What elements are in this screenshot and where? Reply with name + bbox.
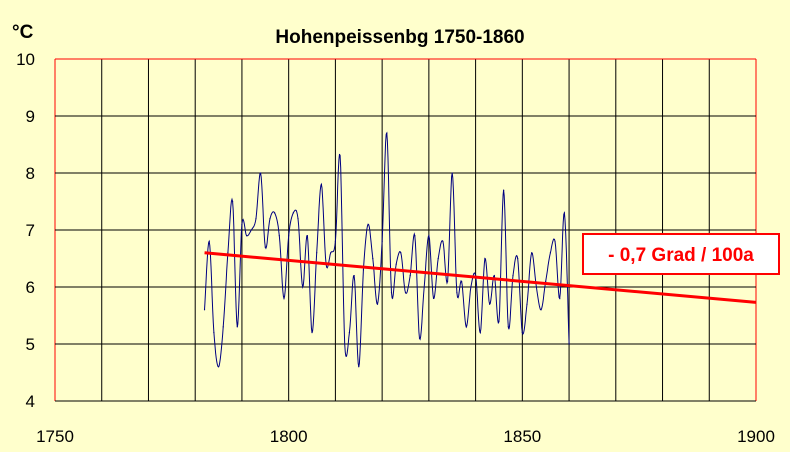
data-point bbox=[400, 252, 402, 254]
data-point bbox=[367, 223, 369, 225]
data-point bbox=[213, 332, 215, 334]
data-point bbox=[512, 275, 514, 277]
data-point bbox=[227, 252, 229, 254]
data-point bbox=[292, 212, 294, 214]
data-point bbox=[306, 235, 308, 237]
x-tick-label: 1850 bbox=[503, 427, 541, 446]
y-tick-label: 7 bbox=[26, 221, 35, 240]
data-point bbox=[390, 292, 393, 294]
data-point bbox=[203, 309, 206, 311]
trend-line bbox=[204, 251, 757, 304]
y-tick-label: 9 bbox=[26, 107, 35, 126]
data-point bbox=[260, 172, 262, 174]
data-point bbox=[442, 240, 444, 242]
data-point bbox=[288, 235, 290, 237]
trend-annotation-box bbox=[582, 233, 780, 275]
data-point bbox=[283, 297, 285, 299]
data-point bbox=[376, 303, 379, 305]
data-point bbox=[428, 235, 430, 237]
data-point bbox=[545, 280, 547, 282]
y-axis-unit: °C bbox=[12, 22, 34, 43]
data-point bbox=[386, 132, 388, 134]
x-tick-label: 1800 bbox=[270, 427, 308, 446]
data-point bbox=[353, 275, 355, 277]
data-point bbox=[540, 309, 542, 311]
data-point bbox=[409, 275, 411, 277]
x-tick-label: 1750 bbox=[36, 427, 74, 446]
data-point bbox=[395, 263, 397, 265]
data-point bbox=[479, 332, 481, 334]
data-point bbox=[241, 223, 243, 225]
y-tick-labels: 4 5 6 7 8 9 10 bbox=[16, 50, 35, 411]
data-point bbox=[274, 212, 276, 214]
data-point bbox=[348, 332, 351, 334]
data-point bbox=[330, 252, 332, 254]
chart-title: Hohenpeissenbg 1750-1860 bbox=[275, 27, 524, 48]
data-point bbox=[311, 332, 313, 334]
y-tick-label: 4 bbox=[26, 392, 35, 411]
data-point bbox=[302, 286, 304, 288]
data-point bbox=[297, 218, 299, 220]
data-point bbox=[521, 332, 523, 334]
data-point bbox=[493, 275, 495, 277]
x-tick-labels: 1750 1800 1850 1900 bbox=[36, 427, 775, 446]
data-point bbox=[554, 240, 556, 242]
trend-annotation: - 0,7 Grad / 100a bbox=[608, 245, 754, 266]
data-point bbox=[432, 297, 435, 299]
data-point bbox=[437, 257, 439, 260]
data-point bbox=[549, 252, 551, 254]
data-point bbox=[498, 320, 500, 322]
data-point bbox=[381, 240, 383, 242]
data-point bbox=[320, 183, 322, 185]
data-point bbox=[507, 326, 509, 328]
y-tick-label: 8 bbox=[26, 164, 35, 183]
data-point bbox=[414, 235, 416, 237]
data-point bbox=[278, 235, 280, 237]
data-point bbox=[489, 303, 491, 305]
data-point bbox=[250, 229, 252, 231]
data-point bbox=[563, 212, 565, 214]
data-point bbox=[423, 286, 425, 288]
data-point bbox=[372, 257, 374, 260]
y-tick-label: 5 bbox=[26, 335, 35, 354]
data-point bbox=[451, 172, 453, 174]
data-point bbox=[358, 366, 360, 368]
data-point bbox=[446, 280, 449, 282]
data-point bbox=[264, 246, 266, 248]
data-point bbox=[484, 257, 486, 260]
data-point bbox=[568, 343, 570, 345]
data-point bbox=[316, 252, 318, 254]
data-point bbox=[344, 343, 346, 345]
grid bbox=[54, 58, 757, 402]
data-point bbox=[269, 218, 271, 220]
data-point bbox=[526, 303, 528, 305]
y-tick-label: 6 bbox=[26, 278, 35, 297]
data-point bbox=[236, 326, 238, 328]
data-point bbox=[217, 366, 220, 368]
data-point bbox=[559, 297, 561, 299]
y-tick-label: 10 bbox=[16, 50, 35, 69]
data-point bbox=[418, 337, 421, 339]
data-points bbox=[203, 132, 570, 368]
data-point bbox=[503, 189, 505, 191]
data-point bbox=[339, 155, 341, 157]
data-point bbox=[517, 257, 519, 260]
data-point bbox=[460, 280, 463, 282]
data-point bbox=[362, 269, 365, 271]
data-point bbox=[535, 286, 537, 288]
data-point bbox=[456, 292, 458, 294]
data-point bbox=[470, 286, 472, 288]
data-point bbox=[334, 240, 336, 242]
data-point bbox=[255, 218, 257, 220]
data-point bbox=[222, 326, 224, 328]
data-point bbox=[465, 326, 467, 328]
x-tick-label: 1900 bbox=[737, 427, 775, 446]
data-point bbox=[531, 252, 533, 254]
data-point bbox=[231, 200, 234, 203]
data-point bbox=[208, 240, 210, 242]
data-point bbox=[246, 235, 248, 237]
data-point bbox=[404, 292, 407, 294]
